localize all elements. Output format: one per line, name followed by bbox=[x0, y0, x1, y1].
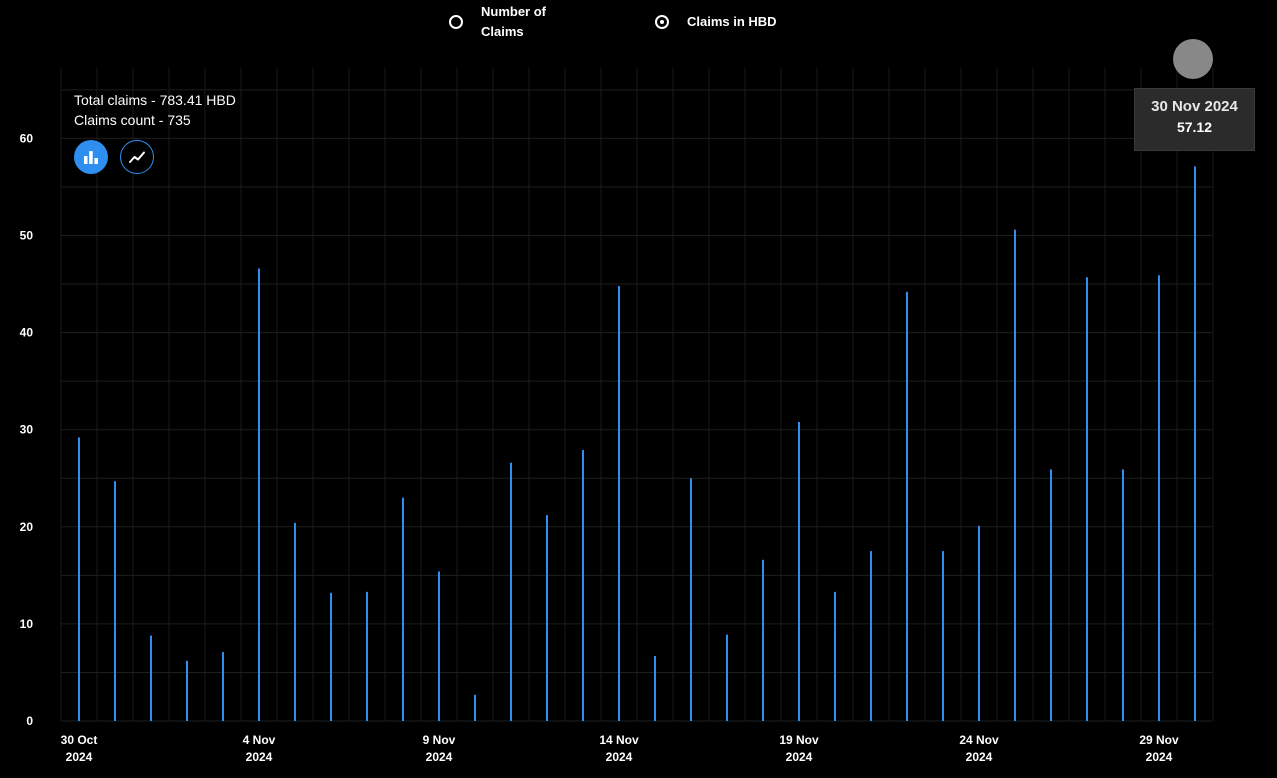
x-tick-label: 19 Nov bbox=[779, 733, 819, 747]
bar[interactable] bbox=[1086, 277, 1088, 721]
line-view-button[interactable] bbox=[120, 140, 154, 174]
chart-tooltip: 30 Nov 2024 57.12 bbox=[1134, 88, 1255, 151]
bar[interactable] bbox=[654, 655, 656, 721]
x-tick-year: 2024 bbox=[1146, 750, 1173, 764]
radio-unchecked-icon bbox=[449, 15, 463, 29]
bar[interactable] bbox=[438, 571, 440, 721]
bar[interactable] bbox=[942, 551, 944, 721]
claims-in-hbd-label: Claims in HBD bbox=[687, 14, 777, 29]
bar[interactable] bbox=[1122, 469, 1124, 721]
bar[interactable] bbox=[870, 551, 872, 721]
x-axis-ticks: 30 Oct 2024 4 Nov 2024 9 Nov 2024 14 Nov 2024 19… bbox=[61, 733, 1179, 764]
bar[interactable] bbox=[762, 559, 764, 721]
radio-checked-icon bbox=[655, 15, 669, 29]
bar[interactable] bbox=[366, 591, 368, 721]
grid bbox=[60, 68, 1214, 722]
bar[interactable] bbox=[402, 497, 404, 721]
y-axis-ticks: 0 10 20 30 40 50 60 bbox=[20, 131, 34, 728]
claims-in-hbd-radio[interactable]: Claims in HBD bbox=[655, 12, 777, 32]
bar[interactable] bbox=[798, 421, 800, 721]
bar[interactable] bbox=[294, 522, 296, 721]
line-chart-icon bbox=[129, 151, 145, 163]
x-tick-year: 2024 bbox=[786, 750, 813, 764]
bar[interactable] bbox=[1194, 166, 1196, 721]
x-tick-label: 9 Nov bbox=[423, 733, 456, 747]
bar[interactable] bbox=[582, 450, 584, 721]
x-tick-label: 4 Nov bbox=[243, 733, 276, 747]
claims-count-text: Claims count - 735 bbox=[74, 112, 191, 128]
bar[interactable] bbox=[186, 660, 188, 721]
tooltip-value: 57.12 bbox=[1176, 119, 1213, 135]
bar[interactable] bbox=[78, 437, 80, 721]
x-tick-year: 2024 bbox=[606, 750, 633, 764]
total-claims-text: Total claims - 783.41 HBD bbox=[74, 92, 236, 108]
bar[interactable] bbox=[618, 285, 620, 721]
bar[interactable] bbox=[690, 478, 692, 721]
bar[interactable] bbox=[726, 634, 728, 721]
bar[interactable] bbox=[978, 525, 980, 721]
bar[interactable] bbox=[546, 515, 548, 721]
y-tick-label: 0 bbox=[26, 714, 33, 728]
y-tick-label: 30 bbox=[20, 423, 34, 437]
bar[interactable] bbox=[222, 652, 224, 721]
bar[interactable] bbox=[330, 592, 332, 721]
bar[interactable] bbox=[258, 268, 260, 721]
x-tick-label: 30 Oct bbox=[61, 733, 98, 747]
y-tick-label: 50 bbox=[20, 229, 34, 243]
x-tick-year: 2024 bbox=[966, 750, 993, 764]
bar[interactable] bbox=[150, 635, 152, 721]
y-tick-label: 20 bbox=[20, 520, 34, 534]
number-of-claims-label: Number of Claims bbox=[481, 4, 546, 39]
hover-indicator bbox=[1173, 39, 1213, 79]
x-tick-label: 24 Nov bbox=[959, 733, 999, 747]
y-tick-label: 40 bbox=[20, 326, 34, 340]
bar[interactable] bbox=[1050, 469, 1052, 721]
bars bbox=[78, 166, 1196, 721]
bar[interactable] bbox=[906, 291, 908, 721]
bar[interactable] bbox=[834, 591, 836, 721]
metric-toggle: Number of Claims Claims in HBD bbox=[0, 0, 1277, 50]
x-tick-year: 2024 bbox=[426, 750, 453, 764]
x-tick-year: 2024 bbox=[66, 750, 93, 764]
x-tick-label: 14 Nov bbox=[599, 733, 639, 747]
bar-view-button[interactable] bbox=[74, 140, 108, 174]
y-tick-label: 60 bbox=[20, 131, 34, 145]
bar[interactable] bbox=[114, 481, 116, 721]
x-tick-label: 29 Nov bbox=[1139, 733, 1179, 747]
y-tick-label: 10 bbox=[20, 617, 34, 631]
bar[interactable] bbox=[1014, 229, 1016, 721]
bar-chart-icon bbox=[84, 151, 98, 164]
bar[interactable] bbox=[474, 694, 476, 721]
claims-summary: Total claims - 783.41 HBD Claims count -… bbox=[74, 90, 236, 130]
bar[interactable] bbox=[1158, 275, 1160, 721]
bar[interactable] bbox=[510, 462, 512, 721]
tooltip-date: 30 Nov 2024 bbox=[1151, 98, 1238, 115]
number-of-claims-radio[interactable]: Number of Claims bbox=[449, 2, 561, 42]
x-tick-year: 2024 bbox=[246, 750, 273, 764]
